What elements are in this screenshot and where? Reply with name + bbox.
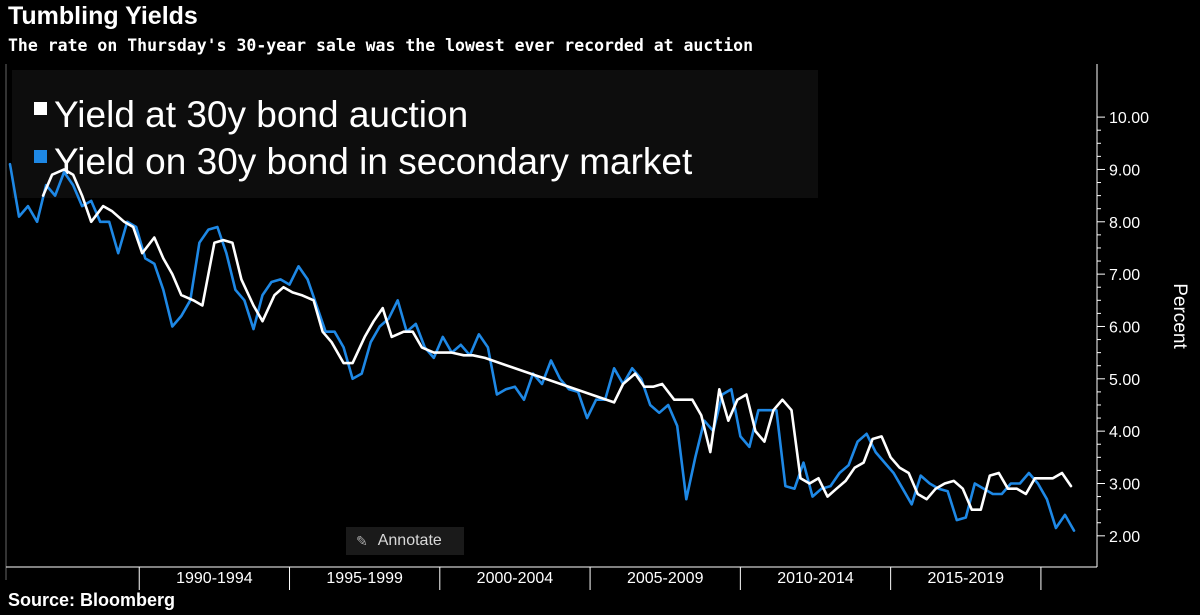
y-axis-label: Percent [1169, 283, 1190, 349]
legend-background [12, 70, 818, 198]
legend-swatch-auction [34, 102, 47, 115]
y-tick-label: 7.00 [1109, 267, 1140, 284]
y-tick-label: 9.00 [1109, 162, 1140, 179]
legend-label-auction: Yield at 30y bond auction [54, 94, 468, 135]
y-tick-label: 3.00 [1109, 476, 1140, 493]
annotate-button[interactable]: ✎ Annotate [346, 527, 464, 555]
series-line-secondary [8, 162, 1076, 532]
y-tick-label: 5.00 [1109, 372, 1140, 389]
x-tick-label: 2000-2004 [477, 570, 554, 587]
x-tick-label: 2005-2009 [627, 570, 704, 587]
x-tick-label: 2015-2019 [928, 570, 1005, 587]
legend-swatch-secondary [34, 150, 47, 163]
legend: Yield at 30y bond auction Yield on 30y b… [12, 70, 818, 198]
series-layer [8, 162, 1076, 532]
y-tick-label: 2.00 [1109, 529, 1140, 546]
x-tick-label: 2010-2014 [777, 570, 854, 587]
x-tick-label: 1990-1994 [176, 570, 253, 587]
y-tick-label: 10.00 [1109, 110, 1149, 127]
y-tick-label: 8.00 [1109, 215, 1140, 232]
series-line-auction [41, 168, 1073, 512]
chart-subtitle: The rate on Thursday's 30-year sale was … [8, 36, 754, 55]
axes: 2.00 3.00 4.00 5.00 6.00 7.00 8.00 9.00 10.00 199… [5, 64, 1149, 590]
y-tick-label: 6.00 [1109, 319, 1140, 336]
source-note: Source: Bloomberg [8, 590, 176, 610]
legend-label-secondary: Yield on 30y bond in secondary market [54, 141, 693, 182]
x-tick-label: 1995-1999 [326, 570, 403, 587]
chart-title: Tumbling Yields [8, 2, 198, 30]
pencil-icon: ✎ [356, 532, 368, 549]
annotate-label: Annotate [377, 532, 442, 549]
y-tick-label: 4.00 [1109, 424, 1140, 441]
